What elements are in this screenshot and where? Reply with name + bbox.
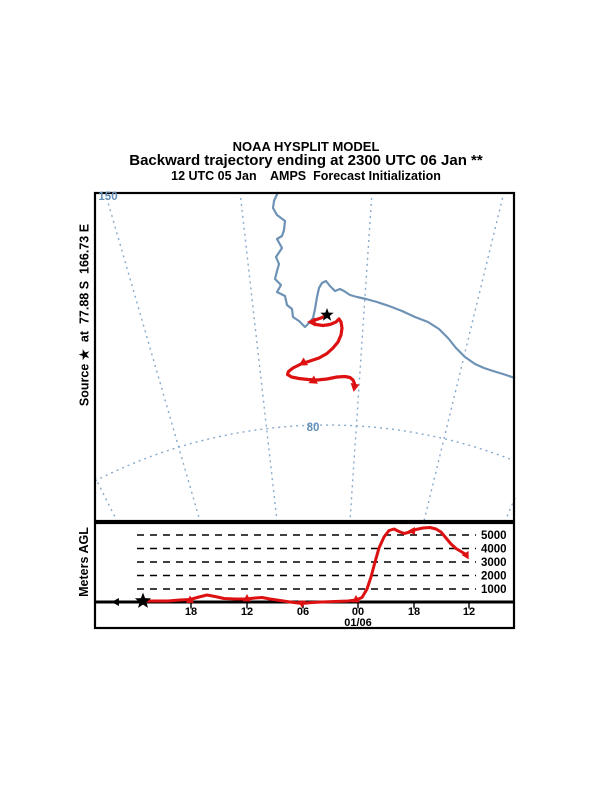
graticule-label: 80 — [307, 422, 320, 434]
altitude-interval-marker — [185, 595, 195, 603]
meridian-gridline — [504, 497, 516, 522]
model-title: NOAA HYSPLIT MODEL — [232, 139, 380, 154]
time-tick-label: 00 — [352, 606, 364, 618]
graticule-label: 150 — [98, 191, 117, 203]
trajectory-interval-marker — [307, 317, 316, 327]
height-gridline-label: 4000 — [481, 544, 507, 556]
meridian-gridline — [94, 476, 118, 522]
meridian-gridline — [349, 191, 373, 522]
height-gridline-label: 3000 — [481, 557, 507, 569]
trajectory-interval-marker — [308, 375, 318, 384]
map-border — [93, 191, 516, 523]
altitude-interval-marker — [351, 595, 361, 603]
source-star-profile — [134, 592, 152, 608]
date-label: 01/06 — [344, 617, 372, 629]
time-tick-label: 12 — [241, 606, 253, 618]
meters-agl-axis-label: Meters AGL — [77, 527, 91, 597]
altitude-interval-marker — [461, 550, 469, 560]
trajectory-title: Backward trajectory ending at 2300 UTC 0… — [129, 152, 483, 169]
axis-start-marker — [111, 597, 119, 607]
altitude-interval-marker — [297, 600, 307, 608]
height-gridline-label: 2000 — [481, 571, 507, 583]
height-gridline-label: 1000 — [481, 584, 507, 596]
trajectory-interval-marker — [350, 383, 360, 392]
coastline — [271, 191, 516, 380]
altitude-interval-marker — [407, 526, 415, 536]
latitude-80-gridline — [94, 424, 516, 482]
time-tick-label: 06 — [297, 606, 309, 618]
meridian-gridline — [104, 191, 201, 522]
initialization-subtitle: 12 UTC 05 Jan AMPS Forecast Initializati… — [171, 169, 441, 183]
time-tick-label: 18 — [408, 606, 420, 618]
trajectory-interval-marker — [298, 357, 309, 366]
meridian-gridline — [239, 191, 278, 522]
source-star — [320, 308, 334, 321]
time-tick-label: 12 — [463, 606, 475, 618]
height-gridline-label: 5000 — [481, 530, 507, 542]
altitude-interval-marker — [242, 594, 252, 602]
source-coordinates-label: Source ★ at 77.88 S 166.73 E — [77, 223, 92, 407]
trajectory-path — [285, 313, 357, 389]
time-tick-label: 18 — [185, 606, 197, 618]
trajectory-map: 150 80 — [93, 191, 516, 523]
